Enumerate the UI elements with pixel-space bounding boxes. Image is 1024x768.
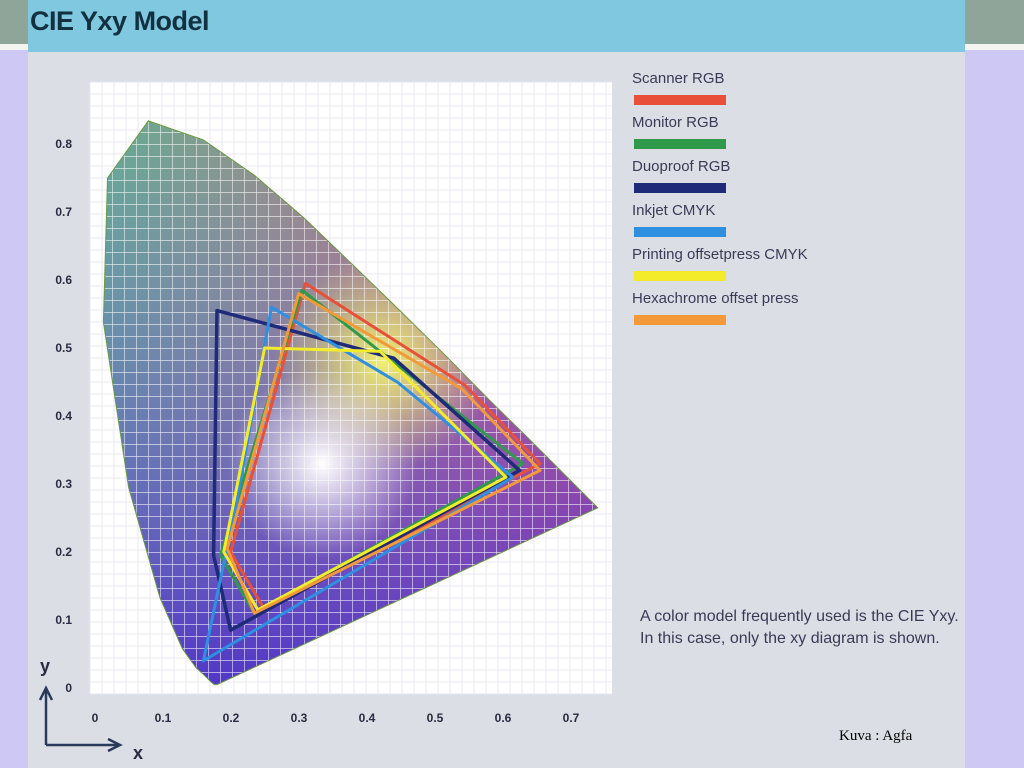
legend-label: Scanner RGB [632,70,725,87]
legend-swatch [634,139,726,149]
legend-label: Hexachrome offset press [632,290,799,307]
gamut-outline [222,346,508,612]
legend: Scanner RGB Monitor RGB Duoproof RGB Inkjet… [632,70,932,334]
legend-swatch [634,227,726,237]
legend-item: Monitor RGB [632,114,932,158]
y-axis-label: y [40,656,50,676]
cie-xy-diagram: 0 0.1 0.2 0.3 0.4 0.5 0.6 0.7 0 0.1 0.2 0.3 0.4 0.5 0.… [38,81,612,763]
legend-swatch [634,95,726,105]
legend-item: Duoproof RGB [632,158,932,202]
x-tick-label: 0.2 [223,711,240,725]
spectral-locus [102,120,599,686]
x-tick-label: 0.6 [495,711,512,725]
legend-swatch [634,183,726,193]
x-tick-label: 0 [92,711,99,725]
slide: CIE Yxy Model [28,0,965,768]
y-tick-label: 0.1 [55,613,72,627]
y-tick-label: 0.2 [55,545,72,559]
y-tick-label: 0.6 [55,273,72,287]
y-tick-label: 0.5 [55,341,72,355]
caption: A color model frequently used is the CIE… [640,608,959,647]
legend-label: Monitor RGB [632,114,719,131]
gamut-outlines [201,281,542,663]
legend-label: Printing offsetpress CMYK [632,246,808,263]
axis-arrows [38,685,123,753]
x-tick-label: 0.4 [359,711,376,725]
x-tick-label: 0.5 [427,711,444,725]
gamut-outline [225,292,542,615]
legend-label: Duoproof RGB [632,158,731,175]
axes: 0 0.1 0.2 0.3 0.4 0.5 0.6 0.7 0 0.1 0.2 0.3 0.4 0.5 0.… [38,137,580,763]
y-tick-label: 0.4 [55,409,72,423]
y-tick-label: 0 [65,681,72,695]
legend-swatch [634,315,726,325]
x-axis-label: x [133,743,143,763]
y-tick-label: 0.3 [55,477,72,491]
image-credit: Kuva : Agfa [839,728,913,744]
legend-label: Inkjet CMYK [632,202,716,219]
legend-item: Hexachrome offset press [632,290,932,334]
gamut-outline [201,305,515,663]
legend-item: Scanner RGB [632,70,932,114]
title-bar: CIE Yxy Model [28,0,965,52]
slide-title: CIE Yxy Model [30,6,210,36]
x-tick-label: 0.7 [563,711,580,725]
x-tick-label: 0.1 [155,711,172,725]
y-tick-label: 0.7 [55,205,72,219]
y-tick-label: 0.8 [55,137,72,151]
x-tick-label: 0.3 [291,711,308,725]
legend-swatch [634,271,726,281]
legend-item: Printing offsetpress CMYK [632,246,932,290]
legend-item: Inkjet CMYK [632,202,932,246]
